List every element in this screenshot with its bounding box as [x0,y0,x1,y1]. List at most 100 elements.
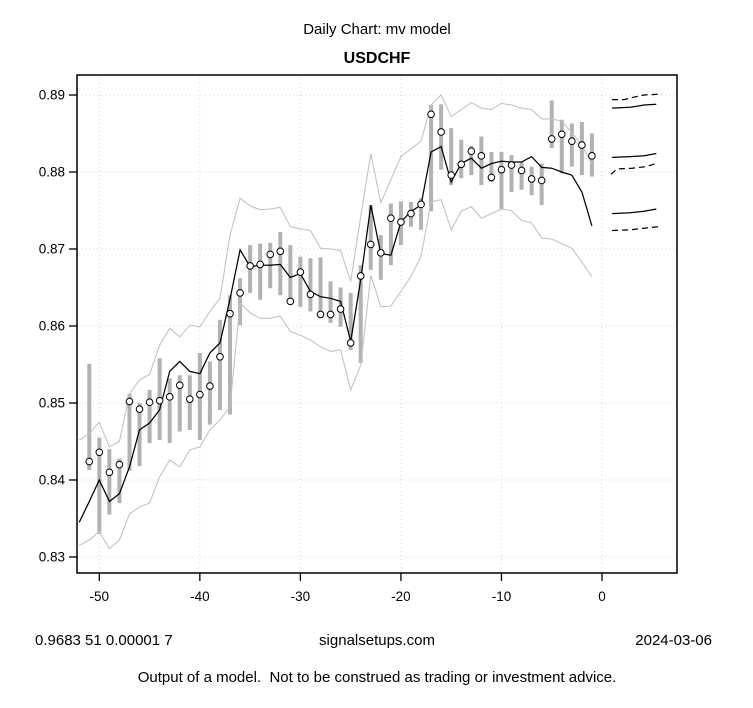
price-range-bar [207,361,212,425]
price-range-bar [439,104,444,170]
close-marker [85,457,94,466]
close-marker [477,152,486,160]
price-range-bar [228,295,233,415]
upper-band-forecast-solid [612,103,657,109]
price-range-bar [378,235,383,280]
close-marker [427,110,435,119]
close-marker [326,310,335,319]
x-axis-tick-label: -30 [291,589,311,604]
model-line [78,145,593,523]
lower-envelope-line [78,199,593,550]
close-marker [547,135,556,143]
price-range-bar [278,232,283,296]
price-range-bar [177,375,182,432]
close-marker [296,268,305,276]
close-marker [487,173,496,182]
y-axis-tick-label: 0.84 [39,472,66,487]
mid-forecast-solid [612,152,657,159]
price-range-bar [519,162,524,190]
price-range-bar [459,139,464,179]
price-range-bar [388,203,393,266]
y-axis-tick-label: 0.88 [39,165,65,180]
close-marker [517,166,526,175]
y-axis-tick-label: 0.83 [39,549,65,564]
close-marker [276,247,285,256]
price-range-bar [117,458,122,504]
close-marker [377,249,385,257]
price-range-bar [559,119,564,174]
close-marker [397,218,405,226]
footer-date: 2024-03-06 [635,632,712,649]
price-range-bar [127,393,132,471]
price-range-bar [288,245,293,306]
price-range-bar [449,128,454,186]
chart-symbol-title: USDCHF [344,50,411,67]
close-marker [196,390,204,399]
price-range-bar [167,378,172,444]
close-marker [417,200,425,209]
price-range-bar [147,389,152,444]
close-marker [568,137,576,146]
plot-border [76,74,678,574]
close-marker [557,130,566,139]
close-marker [457,160,466,169]
price-range-bar [87,363,92,470]
price-range-bar [499,151,504,210]
close-marker [387,214,395,223]
price-range-bar [97,437,102,534]
close-marker [95,448,104,457]
y-axis-tick-label: 0.87 [39,242,65,257]
upper-envelope-line [78,94,593,448]
price-range-bar [328,281,333,323]
close-marker [206,382,214,390]
footer-model-stats: 0.9683 51 0.00001 7 [35,632,173,649]
close-marker [527,175,536,183]
close-marker [145,398,154,407]
upper-band-forecast-dashed [612,93,659,101]
price-range-bar [107,449,112,515]
close-marker [336,305,345,313]
price-range-bar [479,136,484,186]
close-marker [537,176,546,185]
price-range-bar [298,256,303,307]
price-range-bar [419,198,424,230]
close-marker [105,468,114,477]
price-range-bar [429,105,434,212]
close-marker [407,209,415,218]
close-marker [356,272,365,280]
plot-area: -50 -40 -30 -20 -10 0 0.83 0.84 0.85 0.86 0.87 0.88… [39,74,678,604]
x-axis-tick-label: -40 [190,589,210,604]
price-range-bar [238,278,243,326]
close-marker [266,250,275,259]
price-range-bar [358,265,363,363]
x-axis-tick-label: -10 [492,589,512,604]
y-axis-tick-label: 0.85 [39,395,65,410]
close-marker [165,393,174,401]
close-marker [346,339,355,347]
y-axis-tick-label: 0.89 [39,88,65,103]
price-range-bar [137,402,142,467]
x-axis-tick-label: -20 [391,589,411,604]
x-axis-tick-label: -50 [90,589,110,604]
close-marker [588,152,596,160]
x-axis-tick-label: 0 [598,589,606,604]
price-range-bar [539,163,544,206]
close-marker [256,260,264,269]
close-marker [175,381,184,390]
price-range-bar [258,243,263,300]
close-marker [507,161,516,169]
footer-disclaimer: Output of a model. Not to be construed a… [138,669,617,686]
close-marker [286,297,295,306]
price-range-bar [569,123,574,167]
close-marker [366,240,375,249]
close-marker [135,405,144,413]
close-marker [115,460,124,469]
price-range-bar [217,319,222,410]
chart-title: Daily Chart: mv model [303,21,451,38]
close-marker [125,397,134,406]
price-range-bar [509,155,514,193]
y-axis-tick-label: 0.86 [39,319,65,334]
price-range-bar [348,292,353,350]
